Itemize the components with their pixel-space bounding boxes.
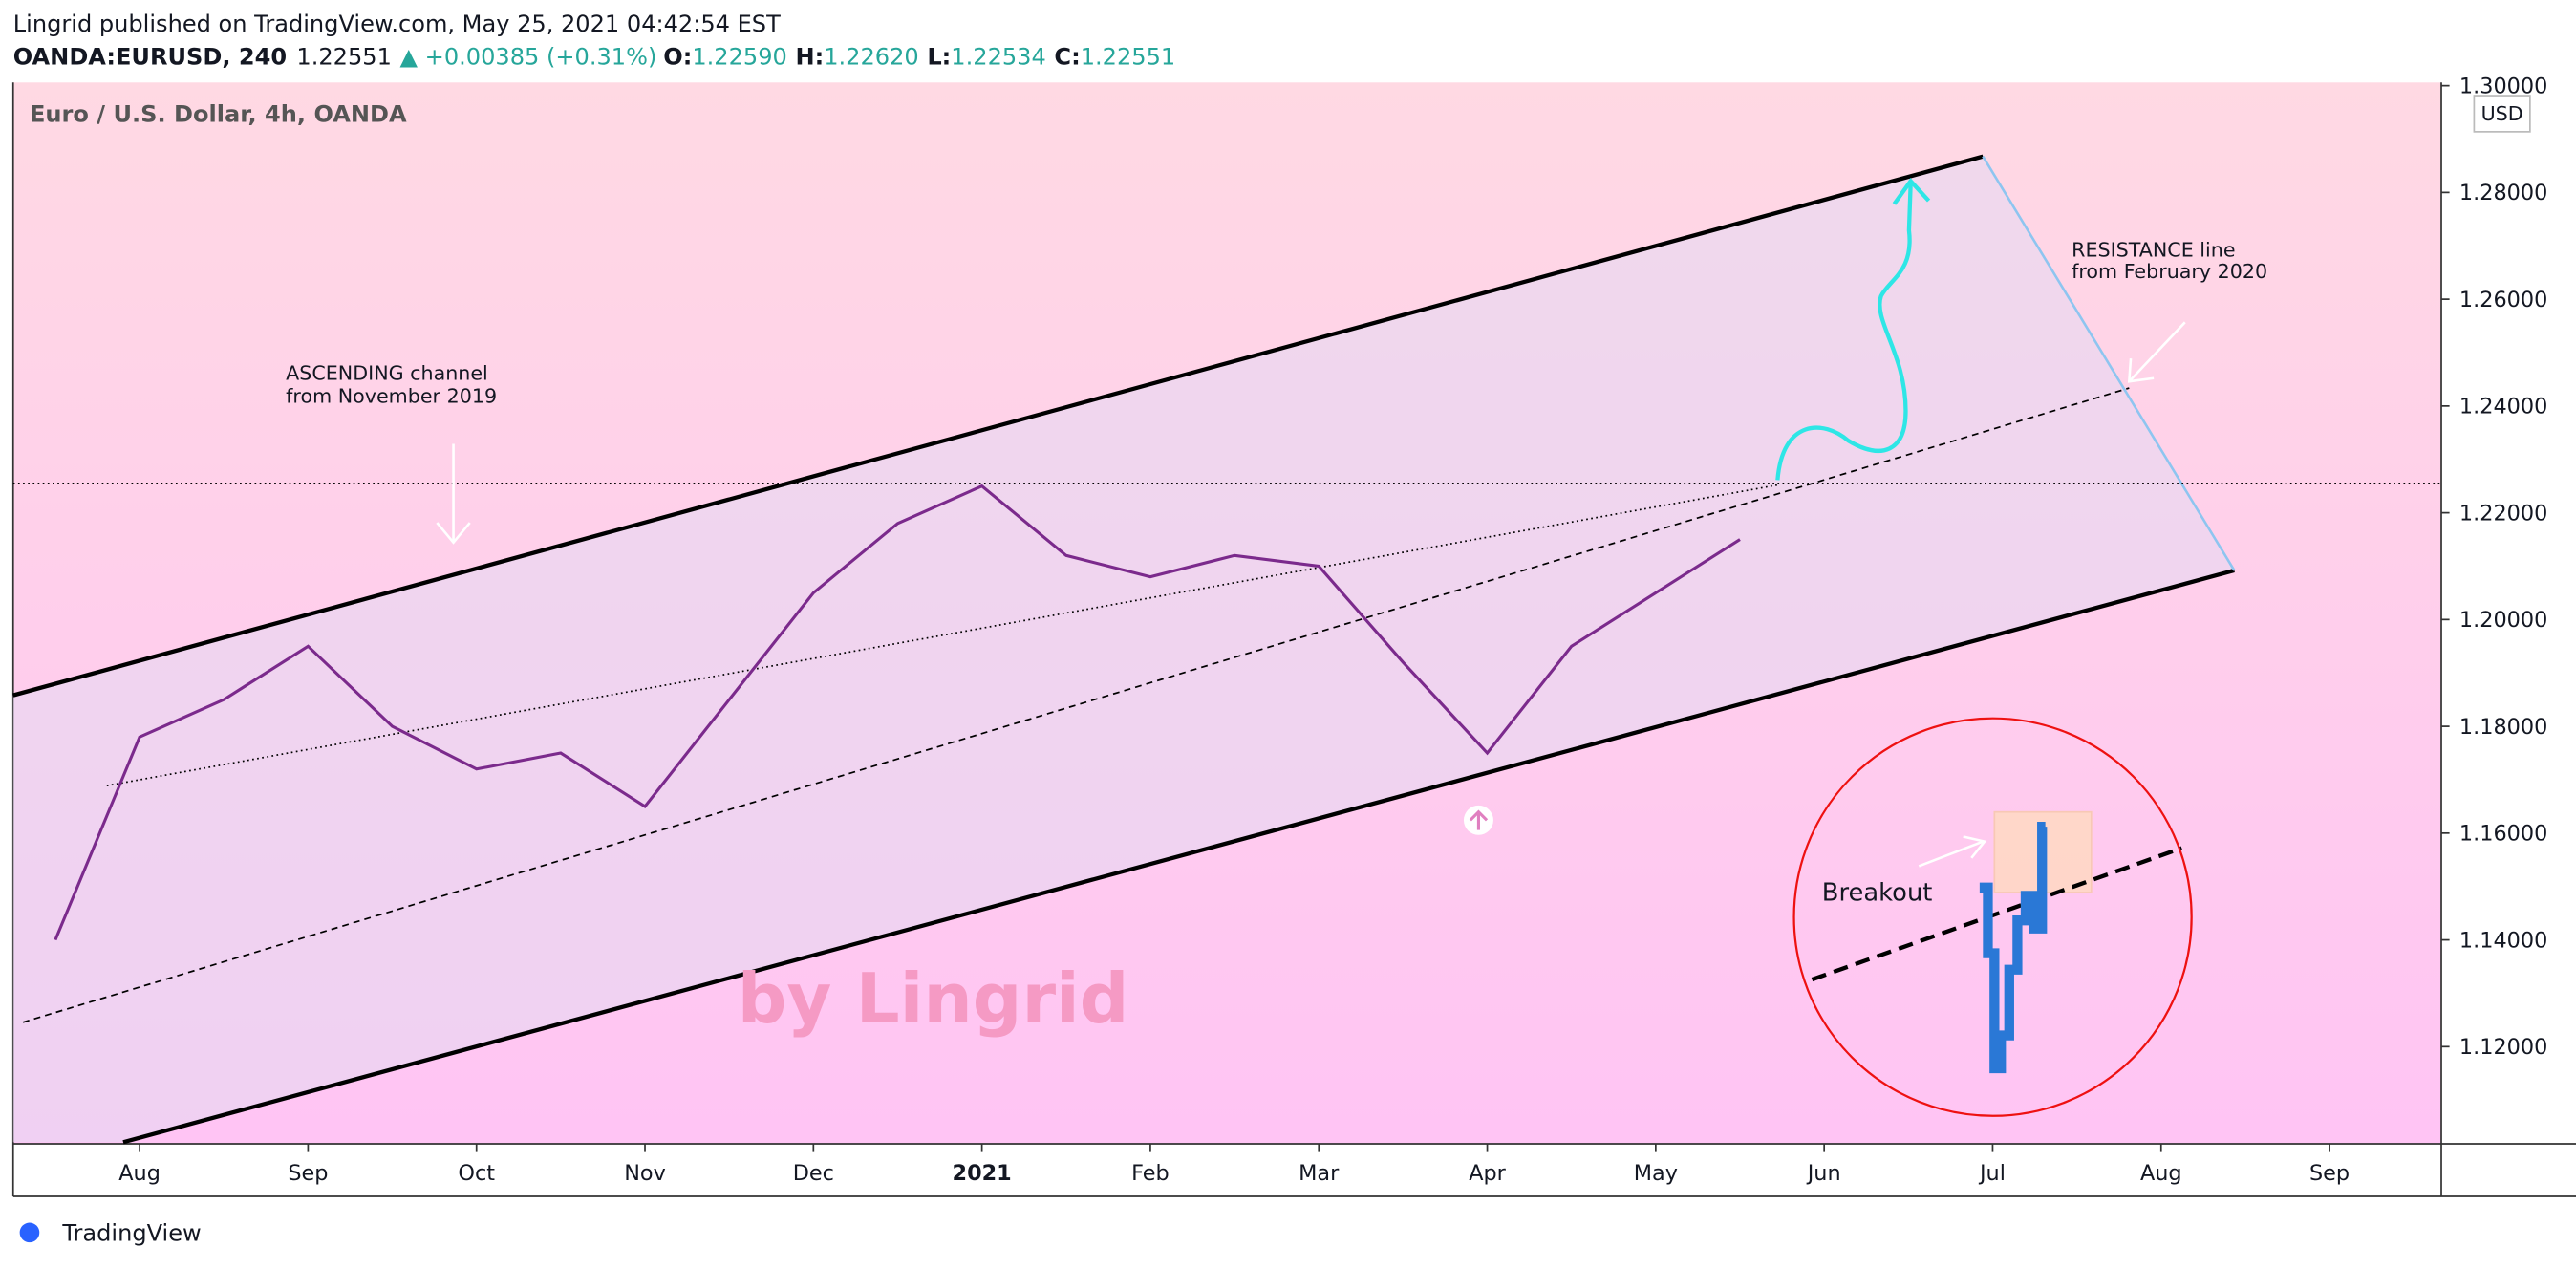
- label: O:: [663, 43, 692, 70]
- y-tick-label: 1.30000: [2459, 74, 2547, 98]
- resistance-line: [1982, 155, 2236, 571]
- x-tick-label: Oct: [458, 1161, 495, 1186]
- channel-lower: [122, 568, 2235, 1145]
- arrow: [2128, 321, 2186, 383]
- channel-midline: [22, 387, 2130, 1023]
- x-tick-label: Sep: [288, 1161, 328, 1186]
- inset-candles: [1979, 822, 2048, 1074]
- unit-label: USD: [2481, 102, 2523, 125]
- arrow: [2127, 358, 2155, 383]
- label: C:: [1054, 43, 1080, 70]
- arrow: [436, 522, 471, 545]
- annotation: Breakout: [1822, 879, 1933, 908]
- x-tick-label: Nov: [624, 1161, 666, 1186]
- y-tick-label: 1.14000: [2459, 928, 2547, 953]
- label: H:: [795, 43, 824, 70]
- y-tick-label: 1.22000: [2459, 501, 2547, 526]
- y-tick-label: 1.18000: [2459, 715, 2547, 740]
- x-tick-label: Aug: [2140, 1161, 2182, 1186]
- close: 1.22551: [1081, 43, 1176, 70]
- arrow: [1963, 835, 1987, 859]
- annotation: from November 2019: [286, 385, 497, 408]
- projection-path: [1775, 183, 1913, 481]
- chart-title: Euro / U.S. Dollar, 4h, OANDA: [30, 101, 407, 128]
- symbol: OANDA:EURUSD, 240: [13, 43, 287, 70]
- trend-dotted: [106, 484, 1778, 787]
- y-tick-label: 1.26000: [2459, 288, 2547, 312]
- x-tick-label: Apr: [1469, 1161, 1506, 1186]
- x-tick-label: Jun: [1806, 1161, 1841, 1186]
- inset-trendline: [1811, 846, 2183, 982]
- unit-box: [2473, 95, 2531, 133]
- channel-fill: [12, 156, 2235, 1143]
- y-tick-label: 1.24000: [2459, 395, 2547, 419]
- projection-arrowhead: [1892, 178, 1931, 205]
- y-tick-label: 1.12000: [2459, 1035, 2547, 1060]
- open: 1.22590: [692, 43, 787, 70]
- x-tick-label: 2021: [953, 1161, 1012, 1186]
- x-tick-label: May: [1634, 1161, 1678, 1186]
- channel-upper: [12, 154, 1984, 698]
- x-tick-label: Jul: [1978, 1161, 2006, 1186]
- watermark: by Lingrid: [738, 959, 1129, 1040]
- byline: Lingrid published on TradingView.com, Ma…: [13, 11, 781, 37]
- label: L:: [927, 43, 951, 70]
- price-line: [54, 484, 1741, 941]
- arrow: [1918, 840, 1984, 868]
- annotation: RESISTANCE line: [2072, 239, 2235, 262]
- inset-circle: [1792, 717, 2193, 1117]
- y-tick-label: 1.20000: [2459, 608, 2547, 633]
- ohlc-header: OANDA:EURUSD, 240 1.22551 ▲ +0.00385 (+0.3…: [13, 43, 1175, 70]
- high: 1.22620: [824, 43, 919, 70]
- y-tick-label: 1.28000: [2459, 181, 2547, 205]
- x-tick-label: Feb: [1131, 1161, 1170, 1186]
- x-tick-label: Mar: [1299, 1161, 1340, 1186]
- x-tick-label: Dec: [793, 1161, 834, 1186]
- x-tick-label: Aug: [118, 1161, 161, 1186]
- marker-icon: [1469, 809, 1489, 830]
- last-price: 1.22551: [296, 43, 392, 70]
- price-axis-background: [2441, 82, 2576, 1145]
- annotation: ASCENDING channel: [286, 361, 488, 384]
- logo: [19, 1222, 40, 1243]
- change: ▲ +0.00385 (+0.31%): [400, 43, 657, 70]
- annotation: from February 2020: [2072, 260, 2267, 283]
- brand: TradingView: [61, 1219, 201, 1246]
- y-tick-label: 1.16000: [2459, 822, 2547, 847]
- low: 1.22534: [951, 43, 1046, 70]
- x-tick-label: Sep: [2309, 1161, 2350, 1186]
